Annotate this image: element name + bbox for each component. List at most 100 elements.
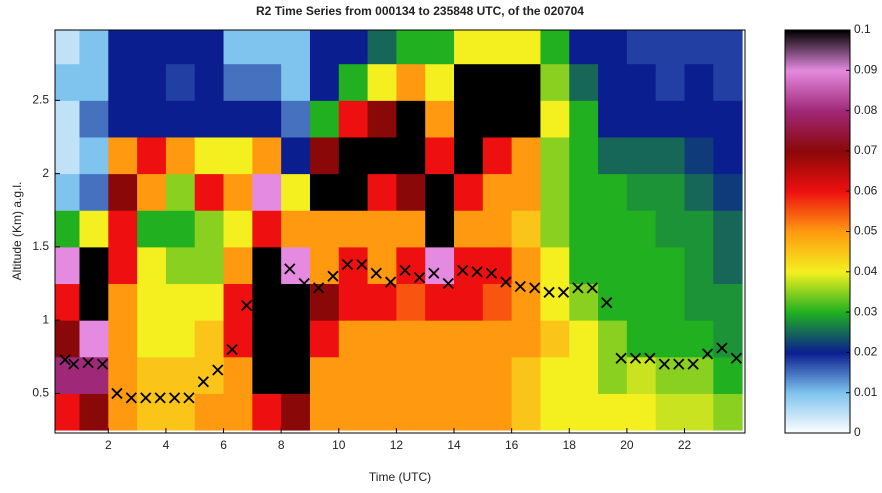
heat-cell <box>309 136 340 175</box>
heat-cell <box>454 63 484 101</box>
colorbar-segment <box>785 52 850 55</box>
x-axis-label: Time (UTC) <box>369 470 431 484</box>
marker-stroke <box>629 352 642 364</box>
heat-cell <box>367 100 397 138</box>
marker-stroke <box>730 352 742 364</box>
heat-cell <box>223 136 253 175</box>
heat-cell <box>108 136 138 175</box>
colorbar-segment <box>785 82 850 85</box>
marker-stroke <box>82 357 94 369</box>
heat-cell <box>713 246 743 285</box>
marker-stroke <box>226 343 238 356</box>
colorbar-segment <box>785 225 850 228</box>
heat-cell <box>108 30 138 65</box>
heat-cell <box>569 30 599 65</box>
marker <box>197 376 210 388</box>
colorbar-segment <box>785 36 850 39</box>
heat-cell <box>511 30 541 65</box>
heat-cell <box>396 100 426 138</box>
heat-cell <box>252 100 282 138</box>
heat-cell <box>281 210 311 248</box>
colorbar-segment <box>785 390 850 394</box>
marker-stroke <box>601 296 613 309</box>
colorbar-segment <box>785 219 850 222</box>
heat-cell <box>569 136 599 175</box>
marker <box>341 258 354 271</box>
marker <box>154 392 166 404</box>
heat-cell <box>252 393 282 431</box>
heat-cell <box>454 136 484 175</box>
marker <box>298 277 310 290</box>
heat-cell <box>626 320 657 358</box>
heat-cell <box>684 30 714 65</box>
heat-cell <box>626 136 657 175</box>
colorbar-segment <box>785 94 850 97</box>
marker-stroke <box>457 264 469 276</box>
heat-cell <box>55 136 80 175</box>
colorbar-segment <box>785 394 850 398</box>
marker-stroke <box>341 258 354 271</box>
colorbar-tick-label: 0.07 <box>854 143 878 157</box>
heat-cell <box>367 30 397 65</box>
heat-cell <box>252 356 282 394</box>
heat-cell <box>598 210 628 248</box>
marker-stroke <box>615 352 627 364</box>
heat-cell <box>425 173 455 211</box>
heat-cell <box>540 356 570 394</box>
heat-cell <box>425 320 455 358</box>
colorbar-segment <box>785 150 850 154</box>
heat-cell <box>108 210 138 248</box>
heat-cell <box>338 283 369 321</box>
colorbar-segment <box>785 102 850 106</box>
marker <box>529 282 541 294</box>
marker-stroke <box>586 282 598 294</box>
heat-cell <box>367 320 397 358</box>
colorbar-segment <box>785 162 850 166</box>
heat-cell <box>540 136 570 175</box>
colorbar-segment <box>785 287 850 291</box>
heat-cell <box>713 356 743 394</box>
heat-cell <box>223 320 253 358</box>
colorbar-segment <box>785 316 850 319</box>
heat-cell <box>252 63 282 101</box>
marker-stroke <box>212 364 224 376</box>
heat-cell <box>713 100 743 138</box>
heat-cell <box>338 173 369 211</box>
colorbar-segment <box>785 203 850 206</box>
heat-cell <box>598 246 628 285</box>
heat-cell <box>684 136 714 175</box>
x-tick-label: 20 <box>620 438 634 452</box>
colorbar-segment <box>785 249 850 253</box>
heat-cell <box>684 100 714 138</box>
heat-cell <box>655 136 685 175</box>
colorbar-segment <box>785 263 850 267</box>
colorbar-tick-label: 0.04 <box>854 264 878 278</box>
colorbar-segment <box>785 253 850 257</box>
heat-cell <box>655 30 685 65</box>
colorbar-segment <box>785 201 850 204</box>
colorbar-segment <box>785 130 850 134</box>
heat-cell <box>55 320 80 358</box>
heat-cell <box>713 283 743 321</box>
colorbar-segment <box>785 265 850 269</box>
heat-cell <box>511 100 541 138</box>
heat-cell <box>223 356 253 394</box>
colorbar-segment <box>785 34 850 37</box>
heat-cell <box>367 393 397 431</box>
colorbar-segment <box>785 366 850 370</box>
marker <box>572 282 584 294</box>
heat-cell <box>454 100 484 138</box>
heat-cell <box>598 173 628 211</box>
colorbar-segment <box>785 302 850 305</box>
colorbar-segment <box>785 257 850 261</box>
heat-cell <box>482 356 513 394</box>
colorbar-segment <box>785 207 850 210</box>
marker <box>125 392 137 404</box>
colorbar-segment <box>785 348 850 351</box>
heat-cell <box>425 63 455 101</box>
heat-cell <box>55 246 80 285</box>
colorbar-segment <box>785 376 850 380</box>
colorbar-segment <box>785 360 850 363</box>
colorbar-tick-label: 0.1 <box>854 22 871 36</box>
heat-cell <box>165 30 196 65</box>
